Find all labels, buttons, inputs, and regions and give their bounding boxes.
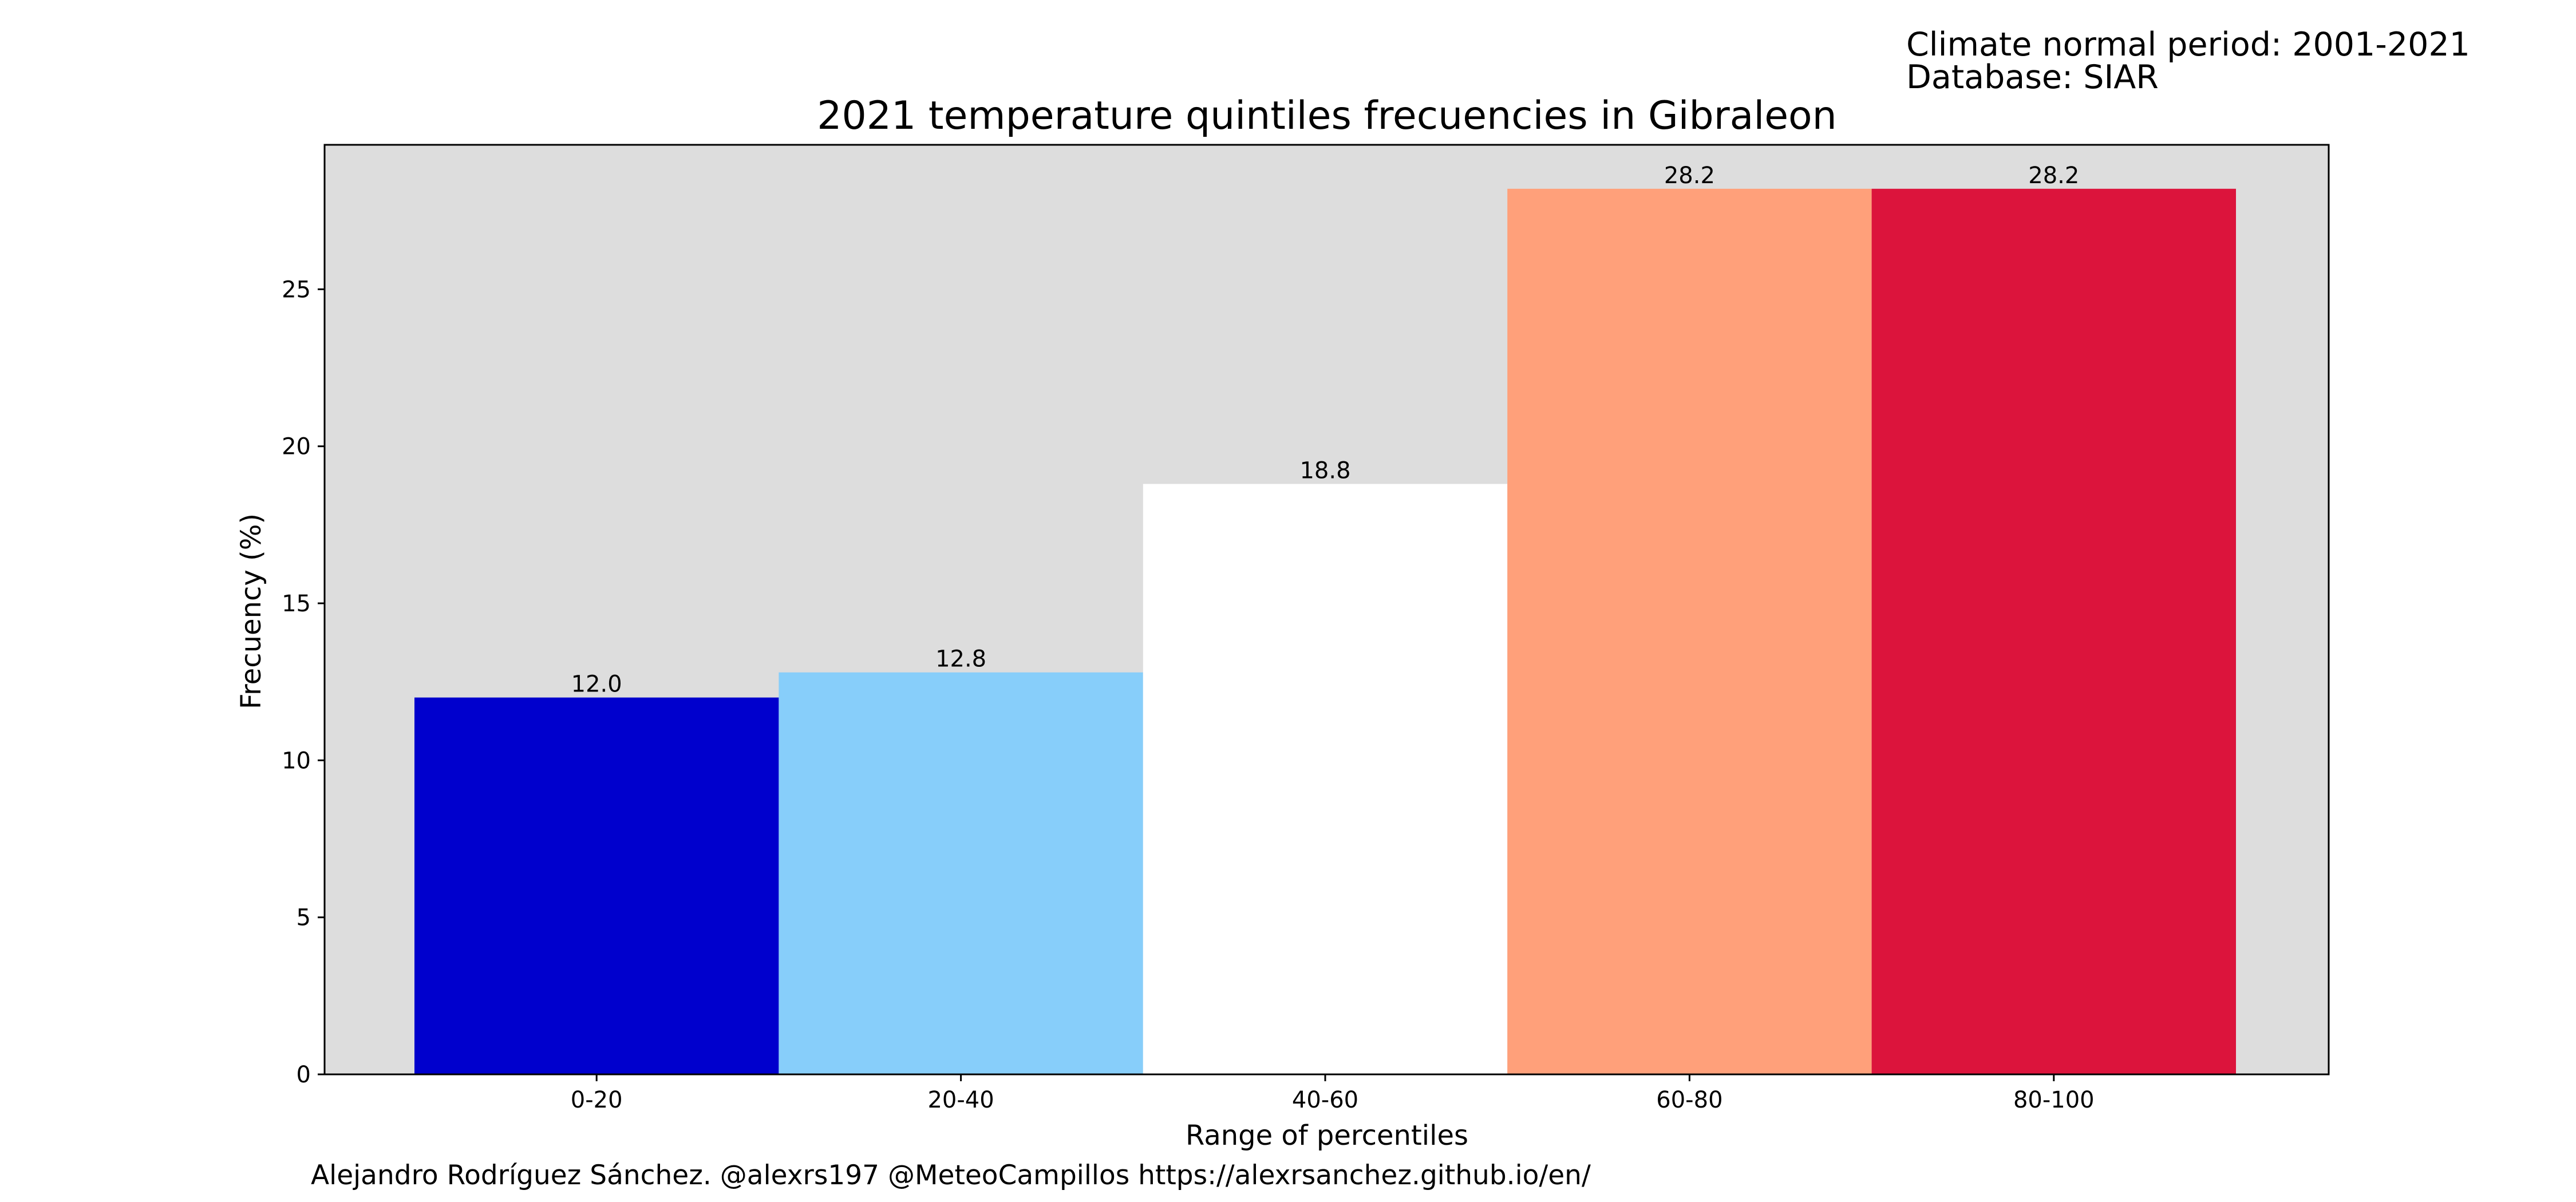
bar-20-40 <box>779 672 1143 1074</box>
y-tick-label: 15 <box>282 591 311 617</box>
bar-60-80 <box>1507 188 1872 1075</box>
bar-80-100 <box>1871 188 2236 1075</box>
data-label-0-20: 12.0 <box>571 671 622 698</box>
plot-area: 12.0 0-20 12.8 20-40 18.8 40-60 28.2 60-80 28.2 8… <box>282 144 2330 1113</box>
x-tick-label-40-60: 40-60 <box>1292 1087 1358 1113</box>
y-tick-label: 0 <box>297 1062 311 1088</box>
climate-period-label: Climate normal period: 2001-2021 <box>1906 26 2470 64</box>
x-tick-label-80-100: 80-100 <box>2013 1087 2095 1113</box>
y-tick-label: 5 <box>297 905 311 931</box>
x-tick-label-60-80: 60-80 <box>1656 1087 1722 1113</box>
data-label-40-60: 18.8 <box>1299 458 1350 484</box>
data-label-20-40: 12.8 <box>935 646 986 673</box>
data-label-80-100: 28.2 <box>2028 163 2079 189</box>
y-tick-label: 25 <box>282 276 311 303</box>
bar-40-60 <box>1143 484 1508 1074</box>
plot-frame <box>323 144 2330 1076</box>
y-tick-label: 20 <box>282 434 311 460</box>
database-label: Database: SIAR <box>1906 58 2159 96</box>
x-tick-label-20-40: 20-40 <box>927 1087 994 1113</box>
x-tick-label-0-20: 0-20 <box>571 1087 623 1113</box>
credit-line: Alejandro Rodríguez Sánchez. @alexrs197 … <box>311 1160 1591 1191</box>
y-tick-label: 10 <box>282 748 311 774</box>
plot-background <box>325 145 2329 1074</box>
data-label-60-80: 28.2 <box>1664 163 1715 189</box>
bar-0-20 <box>414 697 779 1074</box>
chart-title: 2021 temperature quintiles frecuencies i… <box>817 93 1837 139</box>
x-axis-label: Range of percentiles <box>1186 1120 1468 1152</box>
y-axis-label: Frecuency (%) <box>235 513 267 709</box>
